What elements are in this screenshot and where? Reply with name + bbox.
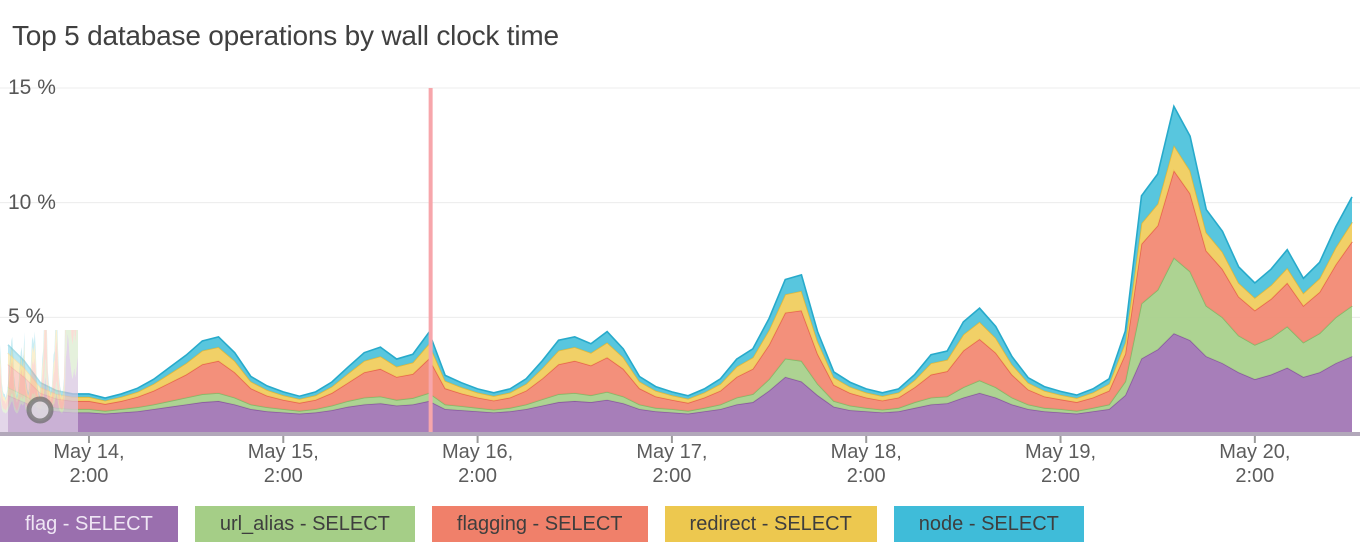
y-axis-label-15: 15 % xyxy=(8,76,56,99)
x-axis-tick-label: May 17, 2:00 xyxy=(602,440,742,488)
x-axis-tick-label: May 15, 2:00 xyxy=(213,440,353,488)
y-axis-label-5: 5 % xyxy=(8,305,45,329)
deployment-marker-line[interactable] xyxy=(428,88,433,432)
x-tick-time: 2:00 xyxy=(1235,465,1275,487)
x-tick-date: May 20, xyxy=(1219,441,1291,463)
x-tick-date: May 14, xyxy=(53,441,125,463)
x-tick-date: May 17, xyxy=(636,441,708,463)
x-axis-tick-label: May 19, 2:00 xyxy=(991,440,1131,488)
legend-item-node[interactable]: node - SELECT xyxy=(893,506,1084,542)
x-tick-time: 2:00 xyxy=(69,465,109,487)
x-tick-date: May 16, xyxy=(442,441,514,463)
x-axis-tick-label: May 20, 2:00 xyxy=(1185,440,1325,488)
x-tick-date: May 15, xyxy=(247,441,319,463)
x-axis-baseline xyxy=(0,432,1360,436)
x-tick-date: May 19, xyxy=(1024,441,1097,463)
chart-title: Top 5 database operations by wall clock … xyxy=(12,20,559,51)
x-tick-time: 2:00 xyxy=(458,465,498,487)
y-axis-label-10: 10 % xyxy=(8,190,56,214)
chart-legend: flag - SELECT url_alias - SELECT flaggin… xyxy=(0,506,1101,542)
legend-item-flag[interactable]: flag - SELECT xyxy=(0,506,178,542)
x-tick-time: 2:00 xyxy=(1041,465,1080,487)
focus-ring-icon[interactable] xyxy=(26,396,54,424)
area-flag-select[interactable] xyxy=(8,333,1352,432)
legend-item-flagging[interactable]: flagging - SELECT xyxy=(431,506,648,542)
x-axis-tick-label: May 14, 2:00 xyxy=(19,440,159,488)
x-tick-time: 2:00 xyxy=(263,465,303,487)
chart-peek-overlay xyxy=(0,330,78,432)
legend-item-redirect[interactable]: redirect - SELECT xyxy=(664,506,877,542)
x-axis-tick-label: May 16, 2:00 xyxy=(408,440,548,488)
x-tick-time: 2:00 xyxy=(846,465,886,487)
legend-item-url-alias[interactable]: url_alias - SELECT xyxy=(194,506,415,542)
x-axis-tick-label: May 18, 2:00 xyxy=(796,440,936,488)
area-outline-node-select xyxy=(7,104,1353,399)
x-tick-date: May 18, xyxy=(830,441,902,463)
x-tick-time: 2:00 xyxy=(652,465,692,487)
